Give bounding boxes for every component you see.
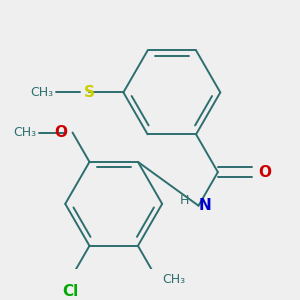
Text: N: N — [199, 198, 211, 213]
Text: H: H — [179, 194, 189, 207]
Text: CH₃: CH₃ — [162, 273, 185, 286]
Text: O: O — [55, 125, 68, 140]
Text: S: S — [84, 85, 95, 100]
Text: CH₃: CH₃ — [13, 126, 36, 139]
Text: Cl: Cl — [62, 284, 78, 299]
Text: O: O — [258, 165, 271, 180]
Text: CH₃: CH₃ — [30, 86, 53, 99]
